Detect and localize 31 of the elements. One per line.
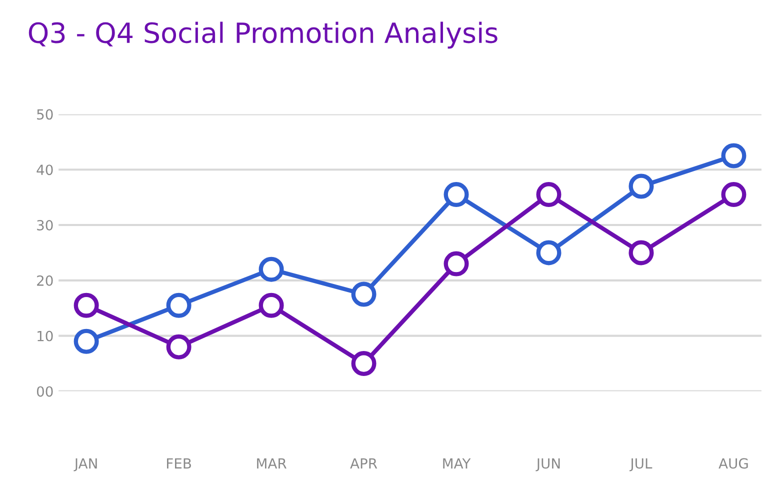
x-tick-label: MAY bbox=[443, 458, 471, 468]
point bbox=[628, 240, 654, 266]
y-tick-label: 40 bbox=[36, 164, 53, 176]
y-tick-label: 50 bbox=[37, 109, 53, 120]
x-tick-label: FEB bbox=[167, 458, 191, 468]
y-tick-label: 10 bbox=[38, 330, 53, 342]
point bbox=[351, 282, 376, 307]
x-tick-label: AUG bbox=[718, 458, 748, 469]
y-tick-label: 30 bbox=[37, 220, 53, 230]
point bbox=[536, 182, 562, 208]
x-tick-label: JAN bbox=[74, 458, 97, 472]
point bbox=[166, 334, 192, 360]
point bbox=[721, 182, 746, 208]
point bbox=[258, 292, 284, 318]
point bbox=[166, 292, 192, 318]
point bbox=[74, 292, 99, 318]
point bbox=[536, 240, 562, 266]
x-tick-label: JUN bbox=[536, 458, 560, 472]
x-tick-label: APR bbox=[350, 458, 378, 468]
x-tick-label: MAR bbox=[257, 458, 286, 468]
point bbox=[444, 182, 469, 208]
x-tick-label: JUL bbox=[630, 458, 652, 472]
y-tick-label: 00 bbox=[36, 386, 53, 397]
point bbox=[721, 143, 746, 168]
point bbox=[628, 174, 654, 199]
chart-title: Q3 - Q4 Social Promotion Analysis bbox=[28, 22, 498, 49]
point bbox=[74, 328, 99, 354]
point bbox=[351, 351, 376, 376]
y-tick-label: 20 bbox=[37, 275, 53, 286]
point bbox=[258, 256, 284, 282]
point bbox=[444, 251, 469, 276]
